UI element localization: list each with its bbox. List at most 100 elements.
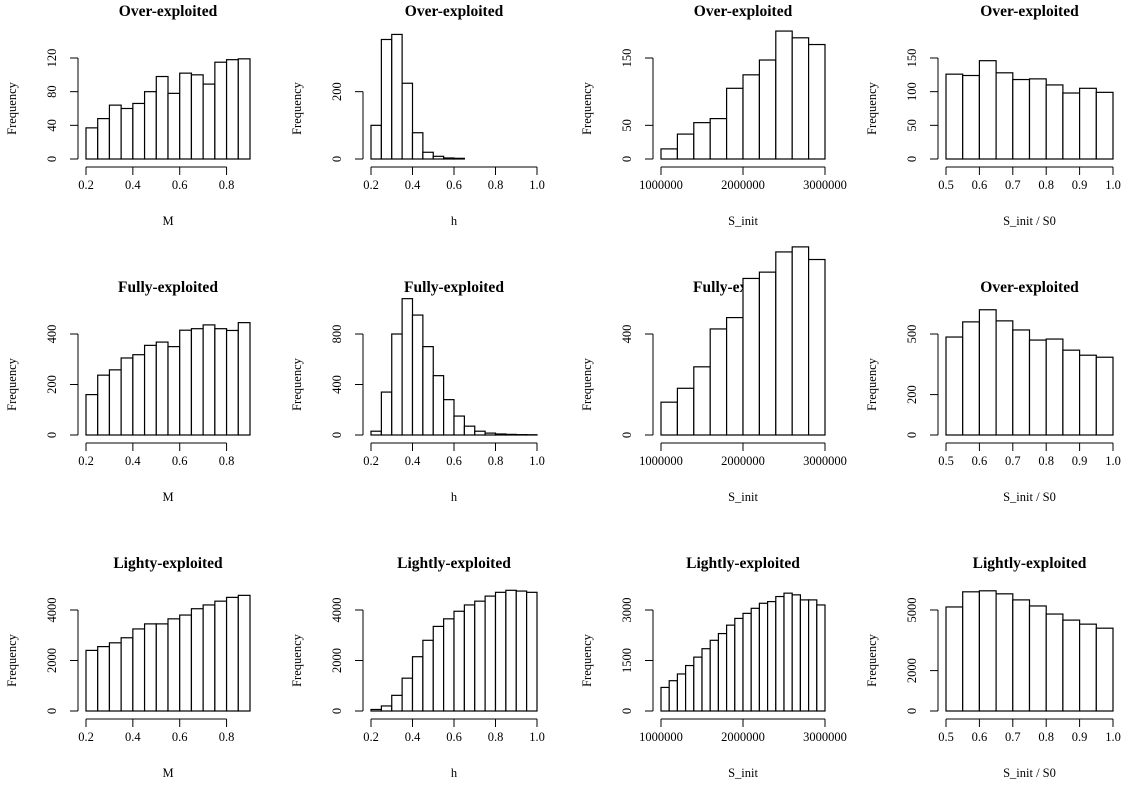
histogram-panel-1: Over-exploited 0.2 0.4 0.6 0.8 M 0 40 80 120 Frequ… bbox=[5, 3, 251, 228]
histogram-bar bbox=[463, 425, 476, 436]
y-tick-label: 4000 bbox=[45, 598, 59, 623]
histogram-panel-5: Fully-exploited 0.2 0.4 0.6 0.8 M 0 200 400 Frequ… bbox=[5, 279, 251, 504]
histogram-bar bbox=[1095, 627, 1114, 712]
histogram-bar bbox=[97, 374, 111, 436]
histogram-bar bbox=[1062, 619, 1081, 712]
histogram-bar bbox=[995, 72, 1014, 160]
histogram-bar bbox=[179, 329, 193, 436]
histogram-bar bbox=[709, 117, 728, 160]
histogram-bar bbox=[807, 258, 826, 436]
histogram-bar bbox=[1078, 87, 1097, 160]
histogram-bar bbox=[505, 589, 517, 712]
x-tick-label: 1.0 bbox=[529, 454, 545, 468]
y-tick-label: 2000 bbox=[905, 658, 919, 683]
histogram-bar bbox=[709, 328, 728, 436]
x-tick-label: 0.8 bbox=[488, 730, 504, 744]
histogram-bar bbox=[432, 375, 445, 436]
x-tick-label: 0.6 bbox=[446, 454, 462, 468]
histogram-panel-8: Over-exploited 0.5 0.6 0.7 0.8 0.9 1.0 S_init /… bbox=[865, 279, 1121, 504]
histogram-bar bbox=[775, 30, 793, 160]
histogram-panel-9: Lighty-exploited 0.2 0.4 0.6 0.8 M 0 2000 4000 Fr… bbox=[5, 555, 251, 780]
y-tick-label: 0 bbox=[620, 156, 634, 162]
histogram-bar bbox=[401, 677, 414, 712]
histogram-bar bbox=[143, 344, 157, 436]
x-tick-label: 0.2 bbox=[78, 178, 94, 192]
y-axis-label: Frequency bbox=[290, 81, 304, 135]
histogram-bar bbox=[995, 593, 1014, 712]
y-tick-label: 0 bbox=[330, 432, 344, 438]
x-tick-label: 0.8 bbox=[219, 178, 235, 192]
histogram-bar bbox=[1095, 91, 1114, 160]
histogram-bar bbox=[97, 646, 111, 712]
y-tick-label: 400 bbox=[620, 325, 634, 344]
histogram-bar bbox=[816, 604, 826, 712]
histogram-bar bbox=[766, 600, 777, 712]
panel-title: Lightly-exploited bbox=[973, 555, 1087, 572]
histogram-bar bbox=[463, 604, 476, 712]
histogram-bar bbox=[717, 632, 728, 712]
histogram-bar bbox=[742, 277, 760, 436]
histogram-panel-6: Fully-exploited 0.2 0.4 0.6 0.8 1.0 h 0 400 800 Fr… bbox=[290, 279, 545, 504]
histogram-bar bbox=[783, 592, 793, 712]
histogram-bar bbox=[978, 60, 997, 160]
histogram-bar bbox=[693, 122, 711, 160]
histogram-bar bbox=[453, 610, 465, 712]
histogram-bar bbox=[474, 430, 486, 436]
y-tick-label: 500 bbox=[905, 325, 919, 344]
y-tick-label: 200 bbox=[330, 82, 344, 101]
x-tick-label: 0.5 bbox=[938, 178, 954, 192]
x-tick-label: 1.0 bbox=[1105, 454, 1121, 468]
y-tick-label: 0 bbox=[905, 156, 919, 162]
histogram-bar bbox=[380, 705, 393, 712]
histogram-panel-12: Lightly-exploited 0.5 0.6 0.7 0.8 0.9 1.0 S_ini… bbox=[865, 555, 1121, 780]
x-tick-label: 0.7 bbox=[1005, 454, 1021, 468]
histogram-bar bbox=[1028, 78, 1047, 160]
histogram-bar bbox=[132, 102, 146, 160]
histogram-bar bbox=[443, 399, 455, 436]
x-tick-label: 2000000 bbox=[721, 178, 765, 192]
histogram-bar bbox=[85, 649, 99, 712]
histogram-bar bbox=[978, 309, 997, 436]
x-tick-label: 0.6 bbox=[172, 730, 188, 744]
x-tick-label: 0.8 bbox=[1038, 730, 1054, 744]
y-axis-label: Frequency bbox=[290, 633, 304, 687]
x-tick-label: 0.4 bbox=[125, 730, 141, 744]
histogram-bar bbox=[453, 415, 465, 436]
histogram-bar bbox=[1078, 354, 1097, 436]
histogram-bar bbox=[995, 320, 1014, 436]
panel-title: Over-exploited bbox=[405, 3, 504, 20]
histogram-bar bbox=[214, 600, 228, 712]
x-tick-label: 0.9 bbox=[1072, 454, 1088, 468]
y-tick-label: 2000 bbox=[330, 648, 344, 673]
x-tick-label: 0.4 bbox=[405, 730, 421, 744]
histogram-bar bbox=[237, 58, 251, 160]
histogram-panel-3: Over-exploited 1000000 2000000 3000000 S_ini… bbox=[580, 3, 847, 228]
histogram-bar bbox=[401, 298, 414, 436]
histogram-bar bbox=[791, 37, 810, 160]
y-tick-label: 120 bbox=[45, 49, 59, 68]
histogram-bar bbox=[962, 591, 981, 712]
histogram-bar bbox=[190, 74, 204, 160]
histogram-bar bbox=[453, 157, 465, 160]
histogram-bar bbox=[494, 591, 507, 712]
x-tick-label: 1000000 bbox=[639, 178, 683, 192]
x-tick-label: 0.6 bbox=[972, 730, 988, 744]
x-tick-label: 3000000 bbox=[803, 178, 847, 192]
x-tick-label: 0.7 bbox=[1005, 730, 1021, 744]
histogram-bar bbox=[443, 618, 455, 712]
y-tick-label: 200 bbox=[45, 375, 59, 394]
histogram-bar bbox=[380, 391, 393, 436]
histogram-bar bbox=[693, 366, 711, 436]
histogram-bar bbox=[791, 594, 802, 712]
histogram-bar bbox=[750, 607, 761, 712]
histogram-bar bbox=[167, 618, 181, 712]
y-tick-label: 5000 bbox=[905, 598, 919, 623]
panel-title: Fully-exploited bbox=[118, 279, 218, 296]
x-tick-label: 0.2 bbox=[363, 730, 379, 744]
histogram-bar bbox=[225, 59, 239, 160]
y-axis-label: Frequency bbox=[290, 357, 304, 411]
x-tick-label: 0.6 bbox=[172, 454, 188, 468]
y-tick-label: 800 bbox=[330, 325, 344, 344]
histogram-bar bbox=[693, 656, 703, 712]
x-tick-label: 3000000 bbox=[803, 454, 847, 468]
